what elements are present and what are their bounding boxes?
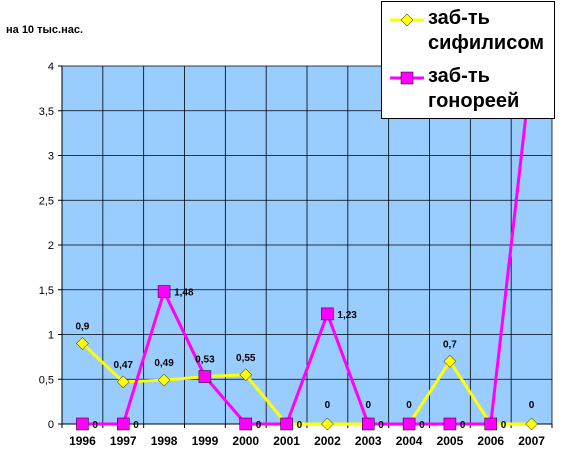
point-gonorrhea (157, 285, 171, 298)
y-tick-label: 3,5 (39, 106, 54, 118)
point-syphilis (443, 354, 457, 368)
x-tick-label: 2004 (396, 434, 423, 448)
y-tick-label: 2 (48, 240, 54, 252)
point-gonorrhea (239, 417, 252, 431)
x-tick-label: 2000 (232, 434, 259, 448)
series-line-gonorrhea (82, 65, 534, 426)
point-gonorrhea (362, 417, 375, 431)
x-tick-label: 1998 (151, 434, 178, 448)
point-gonorrhea (198, 370, 212, 383)
data-label-syphilis: 0 (365, 400, 371, 411)
x-tick-label: 1996 (69, 434, 96, 448)
x-tick-label: 2007 (518, 434, 545, 448)
point-gonorrhea (484, 417, 497, 431)
legend-square-icon (390, 71, 424, 85)
y-tick-label: 1 (48, 330, 54, 342)
data-label-gonorrhea: 0 (297, 420, 303, 431)
legend-label-syphilis: заб-ть сифилисом (428, 7, 545, 54)
data-label-gonorrhea: 0 (460, 420, 466, 431)
y-tick-label: 0 (48, 419, 54, 431)
series-line-syphilis (81, 342, 532, 426)
data-label-gonorrhea: 0 (419, 420, 425, 431)
point-syphilis (525, 417, 538, 431)
y-tick-label: 0,5 (39, 374, 54, 386)
x-tick-label: 2002 (314, 434, 341, 448)
data-label-syphilis: 0 (406, 400, 412, 411)
data-label-gonorrhea: 0 (256, 420, 262, 431)
point-gonorrhea (443, 417, 457, 431)
x-tick-label: 2001 (273, 434, 300, 448)
data-label-syphilis: 0,53 (195, 355, 215, 366)
legend-item-gonorrhea: заб-ть гонореей (382, 62, 554, 118)
data-label-syphilis: 0,49 (154, 358, 174, 369)
y-tick-label: 4 (48, 61, 54, 73)
point-syphilis (157, 373, 171, 387)
legend-label-gonorrhea: заб-ть гонореей (428, 65, 520, 112)
point-syphilis (76, 337, 89, 350)
point-syphilis (239, 368, 253, 382)
x-tick-label: 2006 (477, 434, 504, 448)
point-syphilis (321, 417, 334, 431)
point-gonorrhea (402, 417, 416, 431)
y-unit-label: на 10 тыс.нас. (6, 24, 83, 36)
data-label-gonorrhea: 0 (501, 420, 507, 431)
point-gonorrhea (76, 417, 89, 431)
data-label-gonorrhea: 0 (92, 420, 98, 431)
data-label-syphilis: 0 (529, 400, 535, 411)
legend: заб-ть сифилисом заб-ть гонореей (381, 1, 555, 119)
point-syphilis (116, 375, 130, 389)
data-label-syphilis: 0,7 (443, 339, 457, 350)
data-label-syphilis: 0 (325, 400, 331, 411)
data-label-gonorrhea: 0 (133, 420, 139, 431)
x-tick-label: 1999 (192, 434, 219, 448)
point-gonorrhea (280, 417, 293, 431)
x-tick-label: 2003 (355, 434, 382, 448)
data-label-gonorrhea: 1,48 (174, 288, 194, 299)
x-tick-label: 1997 (110, 434, 137, 448)
data-label-gonorrhea: 0 (378, 420, 384, 431)
y-tick-label: 1,5 (39, 285, 54, 297)
point-gonorrhea (117, 417, 130, 431)
data-label-syphilis: 0,9 (75, 321, 89, 332)
data-label-syphilis: 0,47 (114, 360, 134, 371)
point-gonorrhea (321, 307, 334, 321)
y-tick-label: 3 (48, 151, 54, 163)
x-tick-label: 2005 (437, 434, 464, 448)
data-label-gonorrhea: 1,23 (337, 310, 357, 321)
y-tick-label: 2,5 (39, 195, 54, 207)
data-label-syphilis: 0,55 (236, 353, 256, 364)
legend-item-syphilis: заб-ть сифилисом (382, 4, 554, 60)
legend-diamond-icon (390, 13, 424, 27)
